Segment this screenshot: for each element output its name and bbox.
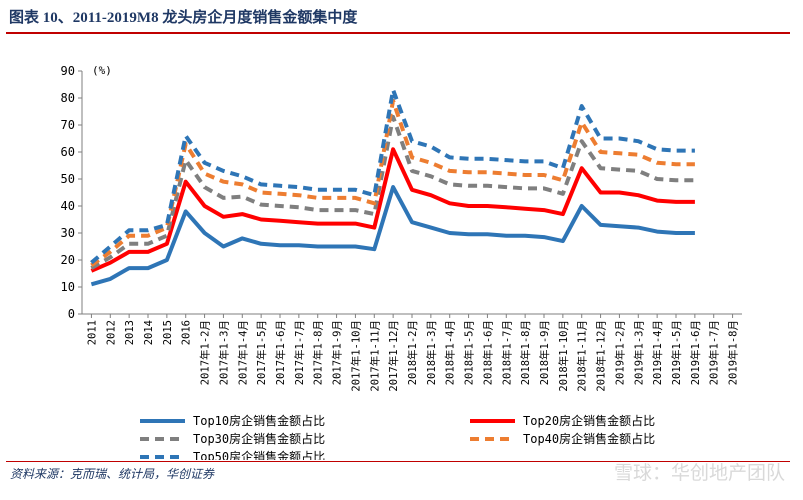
x-tick-label: 2017年1-4月 [236, 320, 249, 385]
x-tick-label: 2019年1-7月 [708, 320, 721, 385]
x-tick-label: 2017年1-8月 [312, 320, 325, 385]
x-tick-label: 2017年1-7月 [293, 320, 306, 385]
series-line-2 [90, 147, 695, 273]
x-tick-label: 2019年1-3月 [632, 320, 645, 385]
x-tick-label: 2018年1-2月 [406, 320, 419, 385]
x-tick-label: 2017年1-12月 [387, 320, 400, 392]
series-line-1 [90, 185, 695, 287]
x-tick-label: 2018年1-6月 [481, 320, 494, 385]
x-tick-label: 2018年1-5月 [463, 320, 476, 385]
x-tick-label: 2019年1-6月 [689, 320, 702, 385]
x-tick-label: 2019年1-2月 [613, 320, 626, 385]
x-tick-label: 2018年1-8月 [519, 320, 532, 385]
footer-rule [6, 461, 790, 462]
title-rule [6, 32, 790, 34]
chart-legend: Top10房企销售金额占比 Top20房企销售金额占比 Top30房企销售金额占比 T… [140, 413, 655, 460]
legend-label: Top20房企销售金额占比 [523, 413, 655, 428]
x-tick-label: 2016 [181, 320, 193, 345]
series-layer [90, 87, 695, 287]
y-tick-label: 0 [68, 307, 75, 321]
y-tick-label: 30 [61, 226, 75, 240]
y-unit-label: (%) [92, 64, 112, 77]
x-tick-label: 2017年1-9月 [331, 320, 344, 385]
x-tick-label: 2015 [162, 320, 174, 345]
y-tick-label: 20 [61, 253, 75, 267]
x-tick-label: 2012 [105, 320, 117, 345]
line-chart: 0 10 20 30 40 50 60 70 80 90 (%) 2011 2012 2013 2014 20… [61, 64, 742, 460]
x-tick-label: 2018年1-7月 [500, 320, 513, 385]
y-tick-label: 10 [61, 280, 75, 294]
y-tick-label: 40 [61, 199, 75, 213]
x-tick-label: 2017年1-3月 [217, 320, 230, 385]
x-tick-label: 2018年1-11月 [576, 320, 589, 392]
chart-axes: 0 10 20 30 40 50 60 70 80 90 (%) 2011 2012 2013 2014 20… [61, 64, 742, 392]
x-tick-label: 2017年1-6月 [274, 320, 287, 385]
x-tick-label: 2018年1-4月 [444, 320, 457, 385]
legend-label: Top50房企销售金额占比 [193, 449, 325, 460]
x-tick-label: 2018年1-9月 [538, 320, 551, 385]
x-tick-label: 2011 [86, 320, 98, 345]
x-tick-label: 2014 [143, 320, 155, 345]
x-tick-label: 2018年1-3月 [425, 320, 438, 385]
legend-label: Top30房企销售金额占比 [193, 431, 325, 446]
x-tick-label: 2017年1-5月 [255, 320, 268, 385]
y-tick-label: 70 [61, 118, 75, 132]
x-tick-label: 2017年1-2月 [199, 320, 212, 385]
y-tick-label: 80 [61, 91, 75, 105]
legend-label: Top40房企销售金额占比 [523, 431, 655, 446]
y-tick-label: 50 [61, 172, 75, 186]
y-tick-label: 60 [61, 145, 75, 159]
x-tick-label: 2013 [124, 320, 136, 345]
figure-title: 图表 10、2011-2019M8 龙头房企月度销售金额集中度 [9, 10, 358, 26]
x-tick-label: 2017年1-10月 [349, 320, 362, 392]
x-tick-label: 2018年1-12月 [595, 320, 608, 392]
y-tick-label: 90 [61, 64, 75, 78]
legend-label: Top10房企销售金额占比 [193, 413, 325, 428]
x-tick-label: 2019年1-8月 [727, 320, 740, 385]
series-line-3 [90, 114, 695, 270]
x-tick-label: 2017年1-11月 [368, 320, 381, 392]
x-tick-label: 2018年1-10月 [557, 320, 570, 392]
x-tick-label: 2019年1-4月 [651, 320, 664, 385]
x-tick-label: 2019年1-5月 [670, 320, 683, 385]
source-note: 资料来源：克而瑞、统计局，华创证券 [10, 467, 215, 481]
watermark-text: 雪球：华创地产团队 [613, 462, 785, 484]
